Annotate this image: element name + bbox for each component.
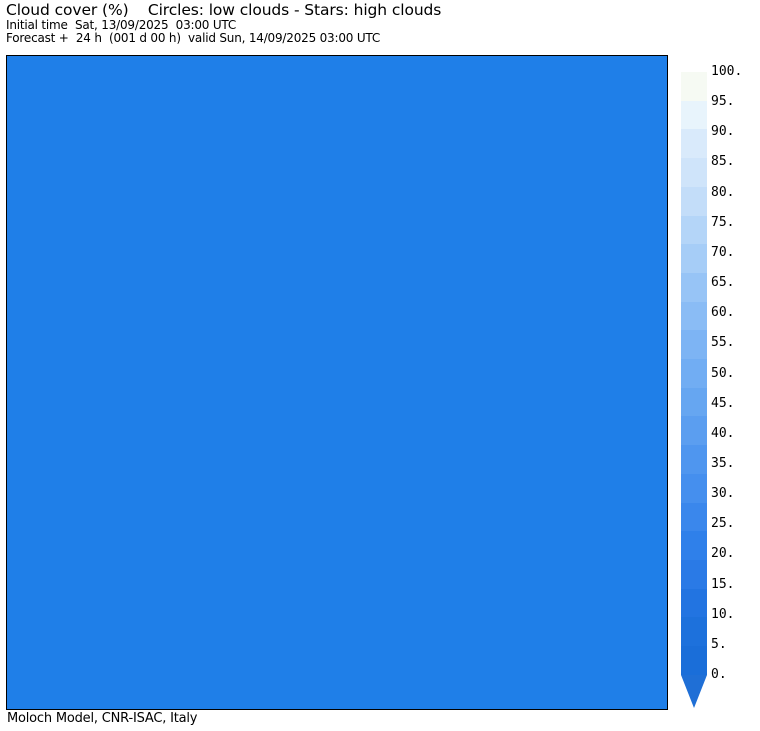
colorbar-tick: 55. bbox=[711, 335, 735, 351]
colorbar-band bbox=[681, 445, 707, 474]
colorbar-tick: 45. bbox=[711, 395, 735, 411]
colorbar-band bbox=[681, 588, 707, 618]
colorbar-tick: 15. bbox=[711, 576, 735, 592]
colorbar-band bbox=[681, 330, 707, 360]
colorbar-tick-labels: 100. 95. 90. 85. 80. 75. 70. 65. 60. 55. 50. 45. 40.… bbox=[711, 64, 760, 682]
colorbar-tick: 90. bbox=[711, 124, 735, 140]
colorbar-band bbox=[681, 72, 707, 101]
colorbar-band bbox=[681, 559, 707, 589]
colorbar-band bbox=[681, 100, 707, 130]
colorbar-tick: 70. bbox=[711, 244, 735, 260]
colorbar-band bbox=[681, 244, 707, 273]
colorbar-band bbox=[681, 272, 707, 302]
colorbar-tick: 10. bbox=[711, 606, 735, 622]
colorbar-tick: 80. bbox=[711, 184, 735, 200]
colorbar-band bbox=[681, 158, 707, 187]
colorbar-band bbox=[681, 129, 707, 159]
colorbar-tick: 75. bbox=[711, 214, 735, 230]
colorbar-tick: 85. bbox=[711, 154, 735, 170]
page-title: Cloud cover (%) Circles: low clouds - St… bbox=[6, 1, 442, 19]
colorbar-band bbox=[681, 186, 707, 216]
colorbar-band bbox=[681, 502, 707, 532]
colorbar-band bbox=[681, 359, 707, 388]
colorbar-tick: 25. bbox=[711, 516, 735, 532]
colorbar-tick: 20. bbox=[711, 546, 735, 562]
colorbar-tick: 0. bbox=[711, 667, 727, 682]
colorbar-tick: 5. bbox=[711, 636, 727, 652]
cloud-cover-map[interactable] bbox=[6, 55, 668, 710]
map-raster bbox=[7, 56, 667, 709]
colorbar-tick: 30. bbox=[711, 486, 735, 502]
colorbar-tick: 100. bbox=[711, 64, 743, 79]
colorbar-band bbox=[681, 473, 707, 503]
colorbar-tick: 50. bbox=[711, 365, 735, 381]
colorbar-band bbox=[681, 215, 707, 245]
colorbar-band bbox=[681, 531, 707, 560]
initial-time-line: Initial time Sat, 13/09/2025 03:00 UTC bbox=[6, 18, 237, 32]
colorbar-tick: 60. bbox=[711, 305, 735, 321]
colorbar-band bbox=[681, 646, 707, 675]
colorbar-band bbox=[681, 301, 707, 331]
colorbar-min-arrow bbox=[681, 675, 707, 708]
model-credit: Moloch Model, CNR-ISAC, Italy bbox=[7, 711, 198, 726]
colorbar-tick: 95. bbox=[711, 94, 735, 110]
colorbar-gradient bbox=[681, 72, 707, 675]
colorbar-tick: 65. bbox=[711, 275, 735, 291]
colorbar-band bbox=[681, 416, 707, 446]
colorbar bbox=[681, 72, 707, 708]
forecast-valid-line: Forecast + 24 h (001 d 00 h) valid Sun, … bbox=[6, 31, 381, 45]
header-block: Cloud cover (%) Circles: low clouds - St… bbox=[6, 2, 706, 45]
colorbar-tick: 35. bbox=[711, 455, 735, 471]
colorbar-band bbox=[681, 617, 707, 647]
colorbar-tick: 40. bbox=[711, 425, 735, 441]
colorbar-band bbox=[681, 387, 707, 417]
